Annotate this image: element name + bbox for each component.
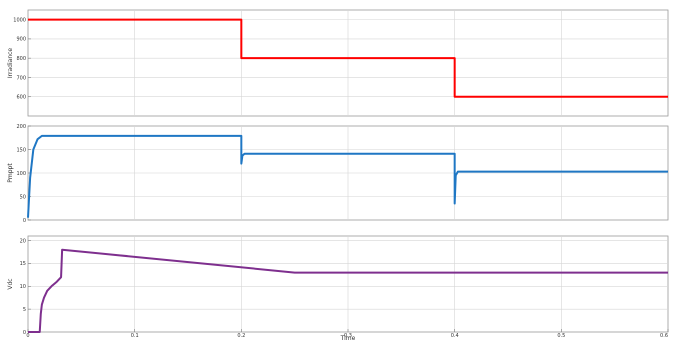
pmppt-y-axis-label: Pmppt [7,163,14,183]
x-tick-label: 0.4 [451,333,459,339]
vdc-series-line [28,248,668,333]
vdc-y-axis-label: Vdc [7,278,14,289]
irradiance-y-axis-label: Irradiance [7,48,14,79]
pmppt-panel: 0 50 100 150 200 Pmppt [7,124,669,224]
x-tick-label: 0.1 [131,333,139,339]
y-tick-label: 700 [16,75,26,81]
y-tick-label: 10 [20,284,26,290]
irradiance-series-line [28,18,668,98]
y-tick-label: 1000 [13,17,26,23]
y-tick-label: 0 [23,218,26,224]
irradiance-panel: 600 700 800 900 1000 Irradiance [7,9,669,117]
y-tick-label: 150 [16,147,26,153]
x-tick-label: 0.6 [660,333,668,339]
y-tick-label: 100 [16,171,26,177]
y-tick-label: 50 [20,194,26,200]
x-tick-label: 0 [26,333,29,339]
y-tick-label: 5 [23,307,26,313]
y-tick-label: 15 [20,261,26,267]
x-tick-label: 0.2 [237,333,245,339]
y-tick-label: 200 [16,124,26,130]
pmppt-series-line [27,134,668,218]
x-tick-label: 0.5 [557,333,565,339]
y-tick-label: 800 [16,56,26,62]
y-tick-label: 0 [23,330,26,336]
x-tick-label: 0.3 [344,333,352,339]
y-tick-label: 900 [16,37,26,43]
x-axis-label: Time [340,335,356,340]
y-tick-label: 20 [20,238,26,244]
y-tick-label: 600 [16,95,26,101]
